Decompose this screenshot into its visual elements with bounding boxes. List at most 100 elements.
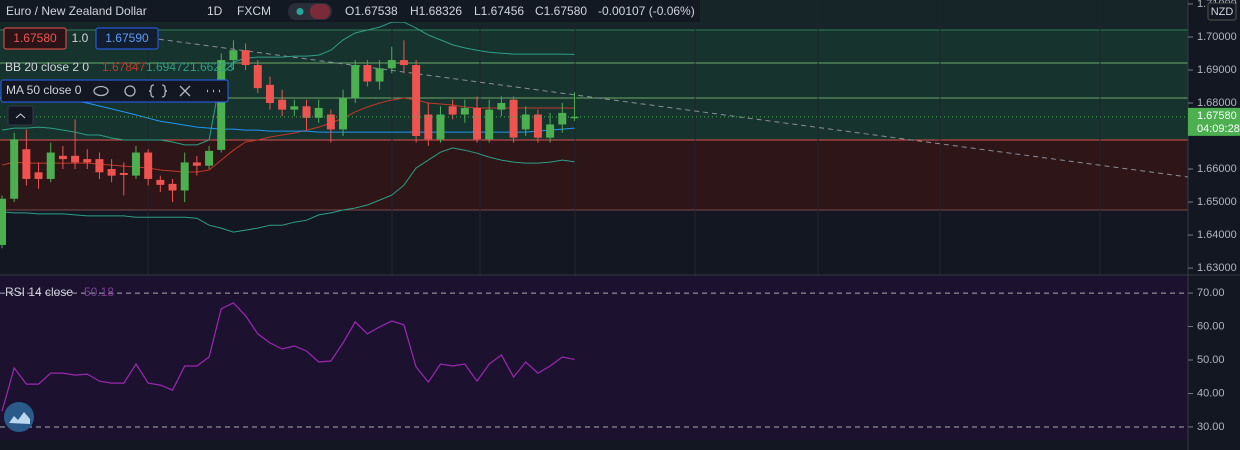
candle-body xyxy=(448,106,457,115)
y-tick-label: 1.68000 xyxy=(1197,97,1237,109)
candle-body xyxy=(253,65,262,89)
candle-body xyxy=(314,107,323,118)
candle-body xyxy=(497,103,506,110)
y-tick-label: 50.00 xyxy=(1197,354,1225,366)
last-price-label: 1.67580 xyxy=(1197,110,1237,122)
candle-body xyxy=(351,65,360,99)
y-tick-label: 1.63000 xyxy=(1197,262,1237,274)
candle-body xyxy=(205,150,214,166)
ohlc-change: -0.00107 (-0.06%) xyxy=(598,4,695,18)
bb-upper-value: 1.69472 xyxy=(146,60,190,74)
quantity: 1.0 xyxy=(72,31,89,45)
rsi-line xyxy=(1,302,575,412)
ohlc-close: C1.67580 xyxy=(535,4,587,18)
y-tick-label: 60.00 xyxy=(1197,320,1225,332)
candle-body xyxy=(570,116,579,119)
candle-body xyxy=(156,179,165,185)
candle-body xyxy=(375,68,384,82)
ohlc-open: O1.67538 xyxy=(345,4,398,18)
candle-body xyxy=(34,172,43,179)
zone xyxy=(0,140,1188,210)
candle-body xyxy=(460,107,469,115)
y-tick-label: 70.00 xyxy=(1197,287,1225,299)
y-tick-label: 1.70000 xyxy=(1197,31,1237,43)
buy-price: 1.67590 xyxy=(105,31,149,45)
candle-body xyxy=(436,114,445,140)
y-tick-label: 1.69000 xyxy=(1197,64,1237,76)
ma-legend: MA 50 close 0 xyxy=(6,83,82,97)
y-tick-label: 1.66000 xyxy=(1197,163,1237,175)
y-tick-label: 40.00 xyxy=(1197,387,1225,399)
candle-body xyxy=(521,114,530,130)
interval: 1D xyxy=(207,4,223,18)
y-tick-label: 30.00 xyxy=(1197,421,1225,433)
candle-body xyxy=(131,152,140,176)
settings-icon[interactable] xyxy=(124,85,136,97)
close-icon[interactable] xyxy=(179,85,191,97)
bb-upper xyxy=(1,21,575,146)
status-icon xyxy=(310,4,330,19)
candle-body xyxy=(363,65,372,82)
candle-body xyxy=(278,99,287,110)
candle-body xyxy=(180,162,189,191)
collapse-button[interactable] xyxy=(7,105,34,126)
candle-body xyxy=(473,107,482,140)
rsi-pane xyxy=(0,276,1188,440)
candle-body xyxy=(144,152,153,179)
source-icon[interactable] xyxy=(148,84,168,98)
eye-icon[interactable] xyxy=(93,85,109,97)
candle-body xyxy=(71,155,80,163)
bb-legend: BB 20 close 2 0 xyxy=(5,60,89,74)
rsi-legend: RSI 14 close xyxy=(5,285,73,299)
y-tick-label: 1.64000 xyxy=(1197,229,1237,241)
candle-body xyxy=(412,65,421,137)
plot xyxy=(0,21,1188,428)
candle-body xyxy=(22,149,31,179)
candle-body xyxy=(302,106,311,118)
candle-body xyxy=(533,114,542,138)
y-tick-label: 1.65000 xyxy=(1197,196,1237,208)
candle-body xyxy=(509,99,518,138)
candle-body xyxy=(192,162,201,166)
candle-body xyxy=(387,60,396,69)
axes: 1.63000 1.64000 1.65000 1.66000 1.68000 1.690… xyxy=(1188,0,1240,433)
header-bar xyxy=(0,0,700,22)
bb-lower-value: 1.66223 xyxy=(190,60,234,74)
trend-line xyxy=(149,37,1189,178)
source: FXCM xyxy=(237,4,271,18)
candle-body xyxy=(229,50,238,61)
bb-lower xyxy=(1,147,575,233)
candle-body xyxy=(46,152,55,179)
candle-body xyxy=(485,109,494,140)
candle-body xyxy=(558,112,567,125)
ohlc-low: L1.67456 xyxy=(474,4,524,18)
candle-body xyxy=(217,60,226,150)
candle-body xyxy=(339,98,348,130)
candle-body xyxy=(10,139,19,199)
logo[interactable] xyxy=(4,402,34,432)
candle-body xyxy=(326,114,335,130)
candle-body xyxy=(83,159,92,163)
candle-body xyxy=(424,114,433,140)
bb-basis-value: 1.67847 xyxy=(102,60,146,74)
logo-mark xyxy=(9,412,30,424)
status-dot xyxy=(296,8,304,15)
legend-icons[interactable] xyxy=(93,84,220,98)
candle-body xyxy=(290,106,299,110)
buy-button[interactable] xyxy=(95,27,159,50)
candle-body xyxy=(241,50,250,66)
rsi-value: 50.18 xyxy=(84,285,114,299)
sell-button[interactable] xyxy=(3,27,67,50)
candle-body xyxy=(0,198,6,245)
candle-body xyxy=(107,169,116,176)
candle-body xyxy=(265,84,274,104)
symbol: Euro / New Zealand Dollar xyxy=(6,4,147,18)
ma-legend-box[interactable] xyxy=(0,79,229,103)
candle-body xyxy=(58,155,67,160)
last-price-box xyxy=(1188,107,1240,136)
countdown: 04:09:28 xyxy=(1197,123,1240,135)
currency-box[interactable] xyxy=(1207,2,1237,21)
candle-body xyxy=(95,159,104,173)
